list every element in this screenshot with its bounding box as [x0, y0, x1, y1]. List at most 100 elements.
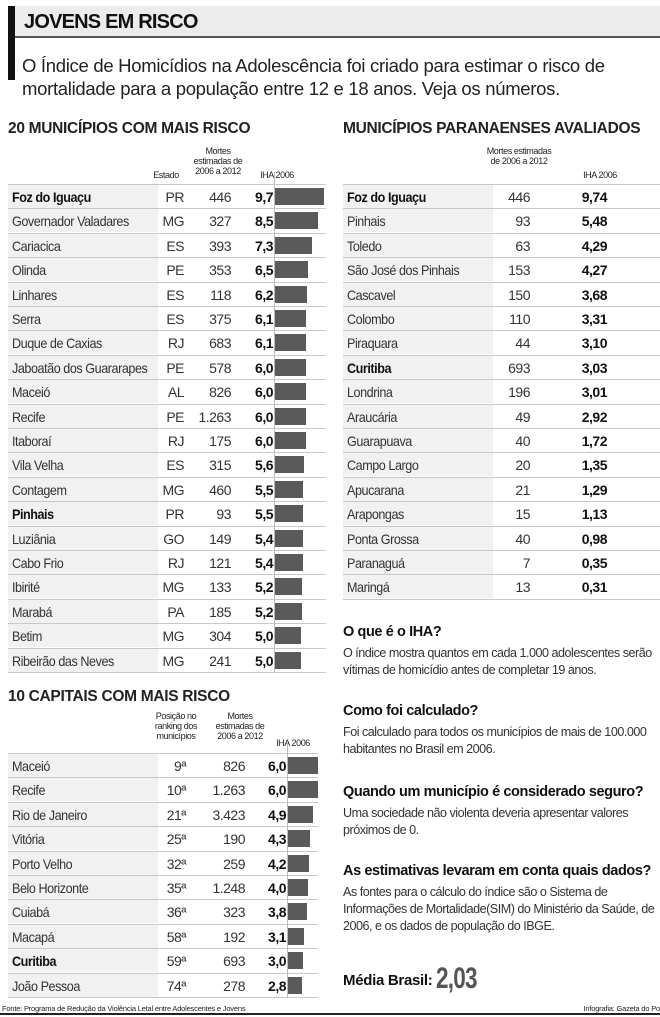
faq-answer: As fontes para o cálculo do índice são o… [343, 885, 655, 933]
row-iha-value: 6,0 [268, 782, 286, 799]
row-name-cell: Rio de Janeiro [8, 802, 158, 826]
row-iha-value: 1,72 [581, 433, 608, 449]
col-header-estado: Estado [153, 170, 179, 180]
row-mortes: 15 [515, 506, 530, 523]
row-mortes: 13 [515, 579, 530, 596]
row-name: Cariacica [12, 237, 61, 254]
row-estado: RJ [167, 555, 185, 571]
row-name: Luziânia [12, 530, 56, 547]
row-name-cell: João Pessoa [8, 973, 158, 997]
row-iha-value: 3,01 [581, 384, 608, 401]
row-name: Pinhais [12, 506, 54, 523]
row-name: Guarapuava [347, 433, 412, 449]
row-name-cell: Maringá [343, 575, 493, 599]
row-iha-value: 6,5 [255, 262, 273, 279]
row-name: Belo Horizonte [12, 880, 89, 896]
row-mortes: 1.263 [198, 408, 231, 425]
row-name-cell: Maceió [8, 380, 158, 404]
row-name: Maceió [12, 384, 50, 401]
row-name: Curitiba [12, 953, 57, 970]
iha-bar [275, 334, 307, 352]
faq-answer: Uma sociedade não violenta deveria apres… [343, 806, 629, 837]
row-name: Cuiabá [12, 904, 50, 921]
table-bottom-rule [8, 997, 318, 998]
row-iha-value: 4,2 [268, 855, 286, 872]
row-iha-value: 7,3 [255, 237, 273, 254]
row-name-cell: Marabá [8, 599, 158, 623]
row-estado: PR [165, 506, 185, 523]
table-row: São José dos Pinhais 153 4,27 [343, 257, 660, 282]
table-row: Ibirité MG 133 5,2 [8, 574, 326, 599]
iha-bar [288, 903, 307, 921]
iha-bar [288, 757, 318, 774]
row-name-cell: Araucária [343, 404, 493, 428]
row-iha-value: 6,1 [255, 335, 273, 352]
row-name-cell: Paranaguá [343, 551, 493, 574]
col-header-mortes: Mortes estimadas de 2006 a 2012 [193, 146, 243, 176]
row-posicao: 36ª [166, 904, 187, 921]
row-name-cell: Cariacica [8, 233, 158, 257]
row-name-cell: Foz do Iguaçu [343, 185, 493, 208]
row-iha-value: 6,1 [255, 311, 273, 327]
table-row: Foz do Iguaçu PR 446 9,7 [8, 184, 326, 208]
row-mortes: 315 [209, 457, 231, 474]
row-name: Cabo Frio [12, 555, 64, 571]
row-mortes: 259 [223, 855, 245, 872]
row-mortes: 7 [522, 555, 531, 571]
row-name: João Pessoa [12, 977, 80, 994]
faq-question: Como foi calculado? [343, 703, 478, 719]
row-posicao: 32ª [166, 855, 187, 872]
row-mortes: 446 [508, 189, 530, 205]
col-header-posicao: Posição no ranking dos municípios [154, 711, 198, 741]
row-iha-value: 3,68 [581, 286, 608, 303]
row-name: Araucária [347, 408, 397, 425]
table-row: Contagem MG 460 5,5 [8, 476, 326, 501]
iha-bar [275, 407, 306, 425]
row-iha-value: 9,7 [255, 189, 273, 205]
row-name: Maceió [12, 758, 50, 774]
row-mortes: 327 [209, 213, 231, 230]
row-mortes: 446 [209, 189, 231, 205]
row-name: Maringá [347, 579, 390, 596]
row-name-cell: Pinhais [343, 209, 493, 233]
row-estado: ES [166, 311, 184, 327]
iha-bar [288, 952, 303, 970]
row-iha-value: 6,0 [255, 433, 273, 449]
row-iha-value: 5,4 [255, 555, 273, 571]
row-name-cell: Vila Velha [8, 453, 158, 477]
row-estado: AL [167, 384, 185, 401]
row-name-cell: Luziânia [8, 526, 158, 550]
row-name: Serra [12, 311, 41, 327]
table-bottom-rule [8, 672, 326, 673]
table-row: Recife 10ª 1.263 6,0 [8, 777, 318, 802]
row-name: Marabá [12, 603, 53, 620]
row-mortes: 118 [210, 286, 231, 303]
row-mortes: 44 [515, 335, 530, 352]
iha-bar [288, 830, 310, 848]
row-iha-value: 6,0 [255, 359, 273, 376]
row-name: Londrina [347, 384, 393, 401]
table-row: Cuiabá 36ª 323 3,8 [8, 899, 318, 924]
row-name-cell: Apucarana [343, 477, 493, 501]
row-name-cell: Arapongas [343, 502, 493, 526]
row-estado: PE [166, 359, 184, 376]
row-posicao: 9ª [174, 758, 186, 774]
table-row: Porto Velho 32ª 259 4,2 [8, 850, 318, 875]
row-name-cell: Cabo Frio [8, 551, 158, 574]
table-row: Marabá PA 185 5,2 [8, 598, 326, 623]
faq-answer: O índice mostra quantos em cada 1.000 ad… [343, 646, 652, 677]
row-iha-value: 5,6 [255, 457, 273, 474]
row-estado: PE [166, 408, 184, 425]
row-name: Foz do Iguaçu [12, 189, 91, 205]
row-name-cell: Toledo [343, 233, 493, 257]
row-iha-value: 5,2 [255, 579, 273, 596]
row-mortes: 241 [209, 652, 231, 669]
row-posicao: 58ª [166, 928, 187, 945]
iha-bar [275, 602, 302, 620]
page-title: JOVENS EM RISCO [24, 11, 198, 33]
row-posicao: 35ª [166, 880, 187, 896]
row-mortes: 93 [216, 506, 231, 523]
row-mortes: 192 [223, 928, 245, 945]
row-name: São José dos Pinhais [347, 262, 460, 279]
row-iha-value: 2,8 [268, 977, 286, 994]
